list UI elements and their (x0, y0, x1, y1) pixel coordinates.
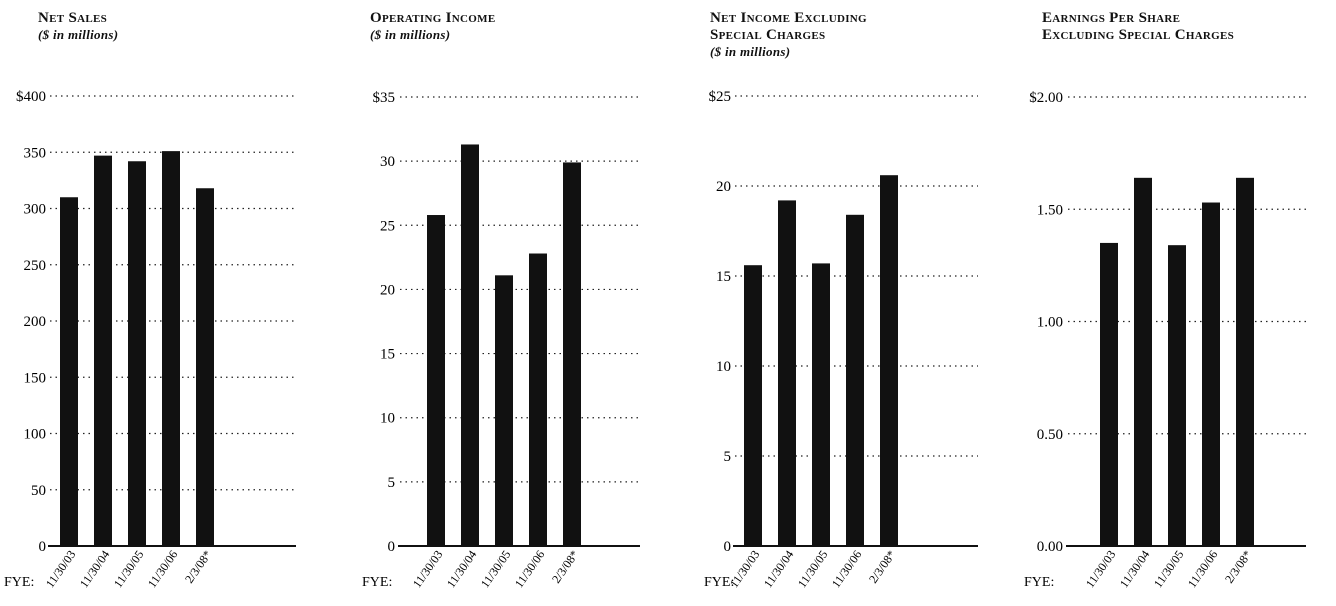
bar (778, 200, 796, 546)
bar (846, 214, 864, 547)
chart-panel-net-income: Net Income Excluding Special Charges ($ … (680, 0, 1000, 606)
title-line: Earnings Per Share (1042, 10, 1181, 26)
bar (60, 197, 78, 546)
bar (880, 175, 898, 546)
y-tick-label: 0.00 (1037, 539, 1063, 555)
y-tick-label: 0.50 (1037, 427, 1063, 443)
y-tick-label: $35 (373, 90, 396, 106)
y-tick-label: $400 (16, 89, 46, 105)
y-tick-label: 350 (24, 145, 47, 161)
y-tick-label: 1.00 (1037, 315, 1063, 331)
bar (1202, 202, 1220, 546)
x-tick-label: 11/30/05 (1151, 548, 1187, 591)
bar-chart-net-income: 05101520$2511/30/0311/30/0411/30/0511/30… (704, 89, 978, 591)
y-tick-label: 25 (380, 218, 395, 234)
fye-label: FYE: (1024, 575, 1054, 590)
x-tick-label: 11/30/05 (795, 548, 831, 591)
y-tick-label: 15 (716, 269, 731, 285)
x-tick-label: 11/30/05 (111, 548, 147, 591)
y-tick-label: 250 (24, 258, 47, 274)
title-line: Special Charges (710, 27, 826, 43)
x-tick-label: 2/3/08* (1222, 548, 1255, 586)
bar (427, 215, 445, 546)
bar (1134, 177, 1152, 546)
y-tick-label: 1.50 (1037, 202, 1063, 218)
fye-label: FYE: (704, 575, 734, 590)
x-tick-label: 11/30/03 (43, 548, 79, 591)
chart-title: Earnings Per Share Excluding Special Cha… (1042, 10, 1336, 44)
y-tick-label: 20 (380, 282, 395, 298)
bar (495, 275, 513, 546)
y-tick-label: 10 (380, 411, 395, 427)
x-tick-label: 11/30/06 (1185, 548, 1221, 591)
y-tick-label: $25 (709, 89, 732, 105)
bar (1100, 242, 1118, 547)
x-tick-label: 2/3/08* (182, 548, 215, 586)
y-tick-label: 5 (724, 449, 732, 465)
x-tick-label: 2/3/08* (549, 548, 582, 586)
chart-title: Operating Income ($ in millions) (370, 10, 690, 43)
title-line: Operating Income (370, 10, 496, 26)
bar (529, 253, 547, 546)
bar (128, 161, 146, 546)
chart-unit: ($ in millions) (710, 44, 791, 59)
bar-chart-net-sales: 050100150200250300350$40011/30/0311/30/0… (4, 89, 296, 591)
y-tick-label: 0 (388, 539, 396, 555)
title-line: Net Income Excluding (710, 10, 867, 26)
bar (812, 263, 830, 546)
y-tick-label: 5 (388, 475, 396, 491)
fye-label: FYE: (4, 575, 34, 590)
y-tick-label: 0 (724, 539, 732, 555)
fye-label: FYE: (362, 575, 392, 590)
chart-title: Net Sales ($ in millions) (38, 10, 358, 43)
bar (162, 151, 180, 546)
y-tick-label: 200 (24, 314, 47, 330)
x-tick-label: 11/30/03 (1083, 548, 1119, 591)
bar (196, 188, 214, 546)
y-tick-label: 30 (380, 154, 395, 170)
bar (461, 144, 479, 547)
x-tick-label: 11/30/04 (444, 548, 480, 591)
chart-unit: ($ in millions) (38, 27, 119, 42)
bar (744, 265, 762, 546)
bar (94, 155, 112, 546)
title-line: Excluding Special Charges (1042, 27, 1235, 43)
x-tick-label: 11/30/04 (77, 548, 113, 591)
y-tick-label: 10 (716, 359, 731, 375)
chart-panel-net-sales: Net Sales ($ in millions) 0 50 100 150 200 25… (0, 0, 320, 606)
chart-panel-operating-income: Operating Income ($ in millions) 0 5 10 15 2… (340, 0, 660, 606)
x-tick-label: 11/30/03 (410, 548, 446, 591)
bar-chart-operating-income: 0 5 10 15 20 25 30 $35 11/30/0311/30/0411/30/051… (362, 90, 640, 591)
x-tick-label: 11/30/06 (145, 548, 181, 591)
bar (563, 162, 581, 546)
bar (1236, 177, 1254, 546)
title-line: Net Sales (38, 10, 108, 26)
bar (1168, 245, 1186, 547)
x-tick-label: 11/30/04 (761, 548, 797, 591)
x-tick-label: 11/30/06 (512, 548, 548, 591)
x-tick-label: 2/3/08* (866, 548, 899, 586)
y-tick-label: 50 (31, 483, 46, 499)
y-tick-label: 20 (716, 179, 731, 195)
bar-chart-eps: 0.000.501.001.50$2.0011/30/0311/30/0411/… (1024, 90, 1306, 591)
y-tick-label: 150 (24, 370, 47, 386)
x-tick-label: 11/30/05 (478, 548, 514, 591)
y-tick-label: 100 (24, 427, 47, 443)
x-tick-label: 11/30/06 (829, 548, 865, 591)
y-tick-label: $2.00 (1029, 90, 1063, 106)
chart-title: Net Income Excluding Special Charges ($ … (710, 10, 1030, 60)
chart-panel-eps: Earnings Per Share Excluding Special Cha… (1006, 0, 1326, 606)
y-tick-label: 300 (24, 202, 47, 218)
chart-unit: ($ in millions) (370, 27, 451, 42)
y-tick-label: 0 (39, 539, 47, 555)
y-tick-label: 15 (380, 347, 395, 363)
x-tick-label: 11/30/04 (1117, 548, 1153, 591)
